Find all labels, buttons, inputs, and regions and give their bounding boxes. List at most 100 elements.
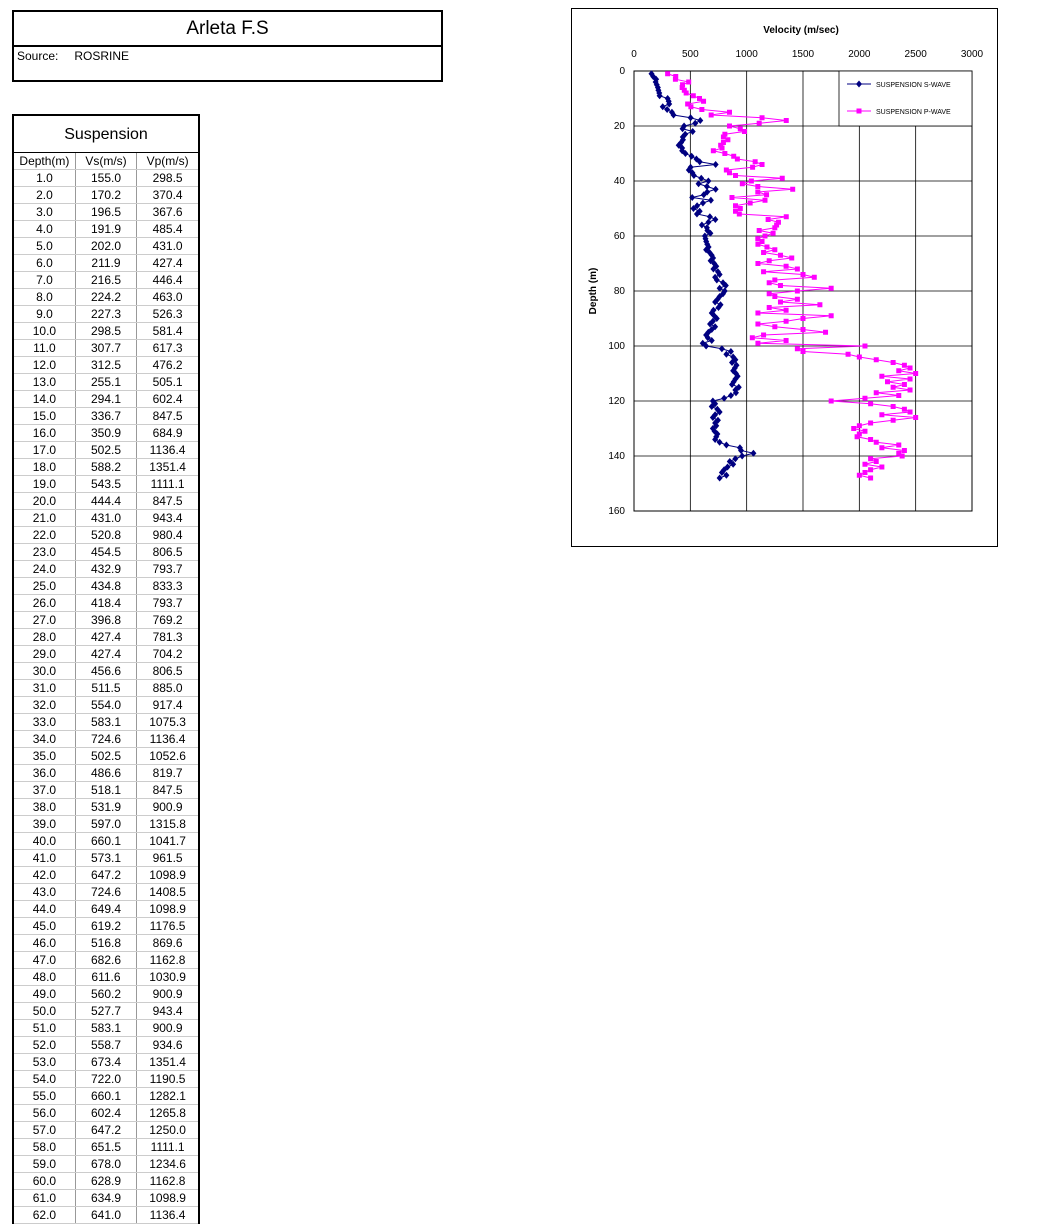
cell: 1234.6 [136, 1155, 198, 1173]
cell: 1098.9 [136, 866, 198, 884]
point [716, 271, 723, 278]
table-row: 51.0 583.1 900.9 [14, 1019, 198, 1037]
point [708, 337, 715, 344]
point [697, 117, 704, 124]
point [772, 294, 778, 299]
cell: 35.0 [14, 747, 76, 765]
point [779, 175, 785, 181]
point [718, 345, 725, 353]
point [907, 376, 913, 382]
cell: 39.0 [14, 815, 76, 833]
cell: 27.0 [14, 611, 76, 629]
point [712, 161, 719, 168]
table-row: 25.0 434.8 833.3 [14, 577, 198, 595]
table-row: 24.0 432.9 793.7 [14, 560, 198, 578]
point [772, 277, 778, 283]
cell: 367.6 [136, 203, 198, 221]
point [885, 379, 890, 385]
cell: 673.4 [75, 1053, 138, 1071]
point [688, 152, 695, 160]
table-row: 21.0 431.0 943.4 [14, 509, 198, 527]
cell: 793.7 [136, 560, 198, 578]
point [664, 106, 671, 113]
point [720, 140, 726, 145]
point [685, 101, 691, 107]
x-tick-label: 2500 [905, 49, 928, 60]
point [879, 412, 885, 418]
table-row: 2.0 170.2 370.4 [14, 186, 198, 204]
y-tick-label: 20 [614, 121, 626, 132]
cell: 47.0 [14, 951, 76, 969]
cell: 10.0 [14, 322, 76, 340]
point [689, 169, 696, 177]
table-row: 9.0 227.3 526.3 [14, 305, 198, 323]
table-row: 1.0 155.0 298.5 [14, 169, 198, 187]
point [714, 405, 721, 413]
point [723, 441, 730, 449]
point [688, 104, 694, 110]
cell: 527.7 [75, 1002, 138, 1020]
cell: 41.0 [14, 849, 76, 867]
cell: 298.5 [136, 169, 198, 187]
cell: 51.0 [14, 1019, 76, 1037]
column-header: Depth(m) [14, 153, 76, 170]
cell: 476.2 [136, 356, 198, 374]
point [718, 142, 724, 148]
point [783, 307, 789, 313]
point [721, 466, 728, 474]
table-row: 62.0 641.0 1136.4 [14, 1206, 198, 1224]
point [686, 79, 692, 85]
point [783, 338, 789, 343]
x-tick-label: 3000 [961, 49, 984, 60]
cell: 211.9 [75, 254, 138, 272]
table-row: 55.0 660.1 1282.1 [14, 1087, 198, 1105]
table-row: 33.0 583.1 1075.3 [14, 713, 198, 731]
point [749, 335, 755, 341]
cell: 597.0 [75, 815, 138, 833]
point [734, 156, 740, 162]
cell: 724.6 [75, 730, 138, 748]
point [700, 191, 707, 199]
point [713, 276, 720, 284]
cell: 602.4 [75, 1104, 138, 1122]
cell: 502.5 [75, 441, 138, 459]
cell: 427.4 [136, 254, 198, 272]
point [868, 420, 874, 426]
point [856, 423, 862, 429]
cell: 456.6 [75, 662, 138, 680]
cell: 427.4 [75, 628, 138, 646]
cell: 11.0 [14, 339, 76, 357]
point [756, 228, 762, 233]
table-row: 53.0 673.4 1351.4 [14, 1053, 198, 1071]
point [759, 162, 765, 167]
cell: 1351.4 [136, 1053, 198, 1071]
point [752, 159, 758, 165]
point [783, 318, 789, 324]
cell: 34.0 [14, 730, 76, 748]
point [896, 393, 902, 398]
point [896, 450, 902, 456]
cell: 651.5 [75, 1138, 138, 1156]
table-row: 29.0 427.4 704.2 [14, 645, 198, 663]
point [873, 390, 879, 396]
cell: 446.4 [136, 271, 198, 289]
y-tick-label: 140 [608, 451, 625, 462]
point [721, 394, 728, 402]
cell: 526.3 [136, 305, 198, 323]
table-row: 5.0 202.0 431.0 [14, 237, 198, 255]
point [682, 150, 689, 157]
point [693, 155, 700, 163]
cell: 16.0 [14, 424, 76, 442]
point [729, 195, 735, 200]
cell: 29.0 [14, 645, 76, 663]
point [738, 447, 745, 454]
x-tick-label: 1000 [736, 49, 759, 60]
point [868, 456, 874, 462]
cell: 602.4 [136, 390, 198, 408]
cell: 444.4 [75, 492, 138, 510]
table-row: 27.0 396.8 769.2 [14, 611, 198, 629]
point [715, 304, 722, 311]
cell: 170.2 [75, 186, 138, 204]
point [681, 87, 687, 93]
point [720, 290, 727, 298]
